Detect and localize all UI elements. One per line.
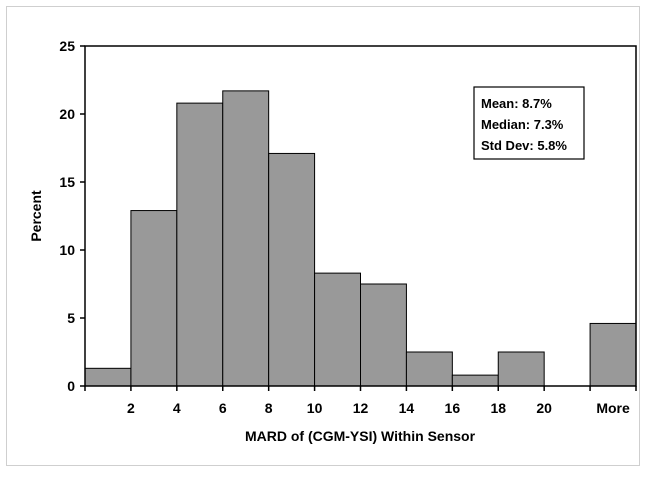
x-tick-label: 14 xyxy=(399,400,415,416)
y-tick-label: 0 xyxy=(67,378,75,394)
bar-6-8 xyxy=(222,90,270,387)
bar-12-14 xyxy=(360,283,407,387)
y-tick-label: 10 xyxy=(59,242,75,258)
y-axis-label: Percent xyxy=(28,190,44,242)
bar-10-12 xyxy=(314,272,361,387)
x-axis-label: MARD of (CGM-YSI) Within Sensor xyxy=(245,428,476,444)
x-tick-label: 16 xyxy=(445,400,461,416)
bar-0-2 xyxy=(84,367,132,387)
x-tick-label: 18 xyxy=(490,400,506,416)
stats-box: Mean: 8.7% Median: 7.3% Std Dev: 5.8% xyxy=(473,86,585,160)
x-tick-label-more: More xyxy=(596,400,630,416)
bar-18-20 xyxy=(497,351,545,387)
x-tick-label: 8 xyxy=(265,400,273,416)
y-tick-label: 5 xyxy=(67,310,75,326)
x-tick-label: 10 xyxy=(307,400,323,416)
bar-14-16 xyxy=(405,351,453,387)
x-tick-label: 12 xyxy=(353,400,369,416)
chart-border xyxy=(6,6,640,466)
x-tick-label: 6 xyxy=(219,400,227,416)
bar-2-4 xyxy=(130,210,178,387)
bar-4-6 xyxy=(176,102,224,387)
x-tick-label: 2 xyxy=(127,400,135,416)
stats-mean: Mean: 8.7% xyxy=(481,96,552,111)
y-tick-label: 15 xyxy=(59,174,75,190)
y-tick-label: 25 xyxy=(59,38,75,54)
stats-box-frame xyxy=(473,86,585,160)
x-tick-label: 4 xyxy=(173,400,181,416)
bar-8-10 xyxy=(268,152,316,387)
stats-median: Median: 7.3% xyxy=(481,117,564,132)
y-tick-label: 20 xyxy=(59,106,75,122)
bar-More xyxy=(589,322,637,387)
stats-std-dev: Std Dev: 5.8% xyxy=(481,138,567,153)
x-tick-label: 20 xyxy=(536,400,552,416)
bar-16-18 xyxy=(451,374,499,387)
